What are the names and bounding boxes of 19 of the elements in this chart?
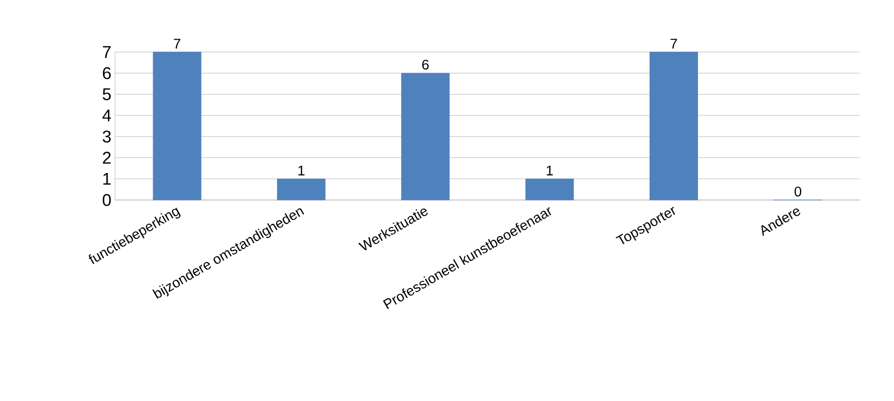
y-tick-label: 2: [102, 152, 111, 164]
data-label: 1: [546, 166, 553, 176]
y-tick-label: 7: [102, 46, 111, 58]
y-tick-label: 1: [103, 173, 111, 185]
y-tick-label: 3: [102, 130, 111, 143]
data-label: 0: [794, 186, 802, 196]
bar: [650, 52, 698, 200]
bar: [277, 178, 326, 200]
data-label: 7: [670, 38, 677, 48]
data-label: 7: [174, 38, 180, 48]
y-tick-label: 6: [102, 67, 111, 80]
y-tick-label: 4: [102, 110, 111, 122]
y-tick-label: 0: [102, 194, 111, 206]
data-label: 1: [298, 166, 304, 176]
bar: [152, 52, 202, 200]
y-tick-label: 5: [102, 88, 111, 100]
bar: [401, 72, 450, 200]
data-label: 6: [422, 60, 429, 70]
bar: [525, 178, 574, 200]
